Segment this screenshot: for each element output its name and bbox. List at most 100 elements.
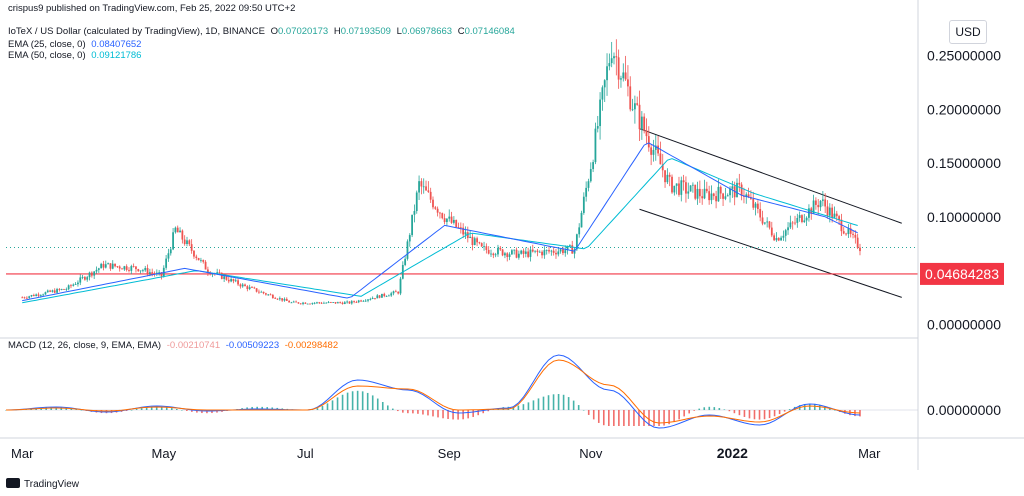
candle-body [471,236,474,246]
macd-histogram-bar [150,406,153,410]
candle-body [494,254,497,256]
candle-body [190,244,193,251]
candle-body [169,249,172,254]
candle-body [209,272,212,275]
candle-body [455,219,458,228]
y-tick-label: 0.00000000 [927,316,1001,332]
candle-body [615,56,618,58]
candle-body [167,253,170,259]
candle-body [610,58,613,64]
candle-body [761,217,764,224]
ema50-legend[interactable]: EMA (50, close, 0) 0.09121786 [8,50,141,61]
candle-body [151,272,154,274]
candle-body [341,302,344,305]
candle-body [478,242,481,244]
ema25-legend-label: EMA (25, close, 0) [8,39,86,50]
x-tick-label: 2022 [717,445,748,461]
ema25-legend[interactable]: EMA (25, close, 0) 0.08407652 [8,39,141,50]
candle-body [582,196,585,213]
candle-body [116,266,119,268]
candle-body [849,228,852,234]
candle-body [773,235,776,241]
macd-histogram-bar [251,406,253,410]
candle-body [390,293,393,296]
candle-body [84,277,86,280]
candle-body [276,298,279,300]
candle-body [622,72,625,79]
candle-body [510,250,513,255]
y-tick-label: 0.15000000 [927,155,1001,171]
macd-histogram-bar [728,410,731,412]
macd-legend-label: MACD (12, 26, close, 9, EMA, EMA) [8,340,162,351]
ohlc-open: O0.07020173 [270,26,329,37]
candle-body [258,291,260,293]
macd-line [5,354,861,429]
candle-body [388,295,390,297]
macd-legend[interactable]: MACD (12, 26, close, 9, EMA, EMA) -0.002… [8,340,338,351]
ohlc-low: L0.06978663 [396,26,453,37]
candle-body [439,212,441,214]
macd-pane[interactable] [5,354,918,429]
macd-histogram-bar [618,410,620,426]
candle-body [183,239,186,245]
macd-histogram-bar [713,407,716,410]
candle-body [420,181,423,187]
macd-histogram-bar [547,395,550,410]
candle-body [703,188,706,199]
candle-body [545,250,548,251]
candle-body [466,232,469,239]
candle-body [397,291,400,294]
candle-body [485,246,488,250]
macd-histogram-bar [693,410,696,411]
candle-body [603,80,606,88]
candle-body [425,186,427,191]
axes: 0.25000000 0.20000000 0.15000000 0.10000000… [0,0,1024,470]
candle-body [847,228,850,235]
candle-body [381,293,383,298]
candle-body [601,87,604,100]
macd-histogram-bar [261,406,263,410]
macd-histogram-bar [577,405,580,410]
candle-body [736,182,738,198]
macd-histogram-bar [196,410,198,413]
price-pane[interactable] [6,39,918,306]
candle-body [617,57,620,80]
candle-body [770,227,773,236]
candle-body [624,72,627,80]
candle-body [710,193,713,201]
macd-histogram-bar [442,410,444,419]
candle-body [787,227,789,231]
candle-body [72,284,75,286]
tradingview-logo[interactable]: TradingView [6,478,79,490]
candle-body [543,250,546,256]
candle-body [664,170,666,183]
candle-body [429,191,432,200]
currency-button[interactable]: USD [949,20,987,44]
macd-histogram-bar [206,410,208,414]
candle-body [343,302,346,305]
candle-body [606,66,608,81]
macd-histogram-bar [638,410,640,426]
candle-body [223,276,226,279]
macd-histogram-bar [567,397,570,410]
macd-histogram-bar [783,410,786,412]
macd-histogram-bar [321,406,324,410]
candle-body [652,149,655,155]
candle-body [738,182,741,185]
macd-histogram-bar [708,406,711,410]
candle-body [90,272,93,276]
candle-body [571,245,574,254]
candle-body [290,302,293,304]
candle-body [701,196,704,199]
candle-body [165,258,168,268]
candle-body [202,259,205,262]
candle-body [552,250,555,253]
macd-histogram-bar [587,410,590,415]
macd-histogram-bar [361,391,364,410]
candle-body [216,272,219,274]
candle-body [51,290,54,292]
candle-body [408,235,411,242]
candle-body [378,295,381,298]
macd-histogram-bar [165,407,168,410]
